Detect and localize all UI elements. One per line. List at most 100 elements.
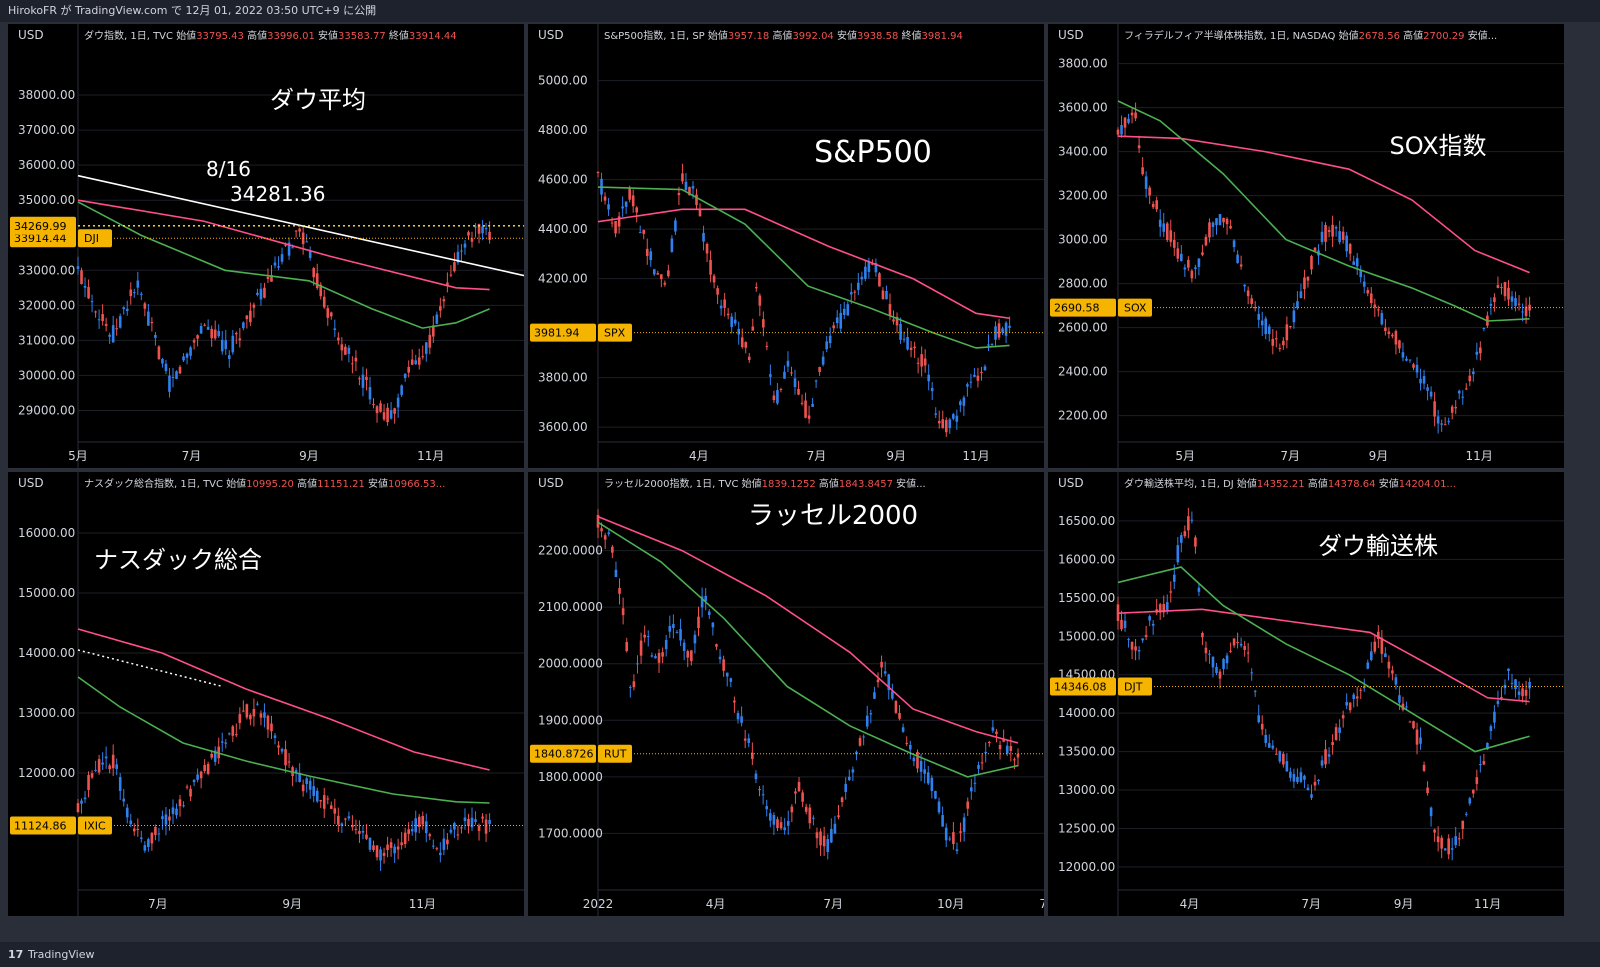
candle-body [1359,689,1363,691]
tradingview-logo-icon[interactable]: 17 [8,948,24,961]
candle-body [1493,297,1496,302]
candle-body [1429,807,1433,817]
candle-body [625,642,629,652]
candle-body [474,819,477,822]
candle-body [164,363,168,372]
candle-body [898,712,901,719]
candle-body [987,741,991,744]
candle-body [674,220,677,232]
candle-body [1151,203,1155,208]
candle-body [1327,230,1331,233]
candle-body [667,270,670,277]
candle-body [677,193,681,196]
candle-body [1369,293,1373,304]
candle-body [372,403,375,405]
candle-body [329,312,333,317]
candle-body [811,403,814,407]
candle-body [1503,684,1507,689]
candle-body [277,266,280,268]
candle-body [1229,650,1232,652]
candle-body [1246,290,1250,297]
candle-body [871,263,874,265]
candle-body [1327,754,1331,757]
candle-body [1454,407,1458,409]
candle-body [876,679,880,683]
candle-body [1405,706,1408,708]
candle-body [1127,639,1130,641]
ohlc-info: ダウ輸送株平均, 1日, DJ 始値14352.21 高値14378.64 安値… [1124,477,1456,490]
candle-body [1306,787,1310,791]
candle-body [1257,715,1261,723]
candle-body [125,807,129,818]
candle-body [804,400,807,418]
candle-body [340,344,344,351]
ma-short-line [597,186,1010,349]
candle-body [488,231,491,240]
candle-body [76,266,80,269]
candle-body [873,692,876,699]
candle-body [901,727,905,732]
candle-body [618,587,621,594]
candle-body [481,816,484,819]
price-tag-value: 14346.08 [1054,681,1107,694]
candle-body [1464,813,1468,815]
candle-body [1391,670,1394,674]
candle-body [291,247,294,249]
candle-body [807,415,811,419]
candle-body [407,829,410,834]
candle-body [358,378,361,380]
candle-body [867,261,871,272]
candle-body [375,406,379,414]
ma-short-line [597,521,1019,778]
candle-body [937,420,941,424]
candle-body [711,622,715,628]
candle-body [835,317,839,324]
candle-body [828,335,832,344]
candle-body [287,761,291,763]
candle-body [298,228,301,232]
candle-body [1514,679,1517,689]
candle-body [800,402,804,404]
candle-body [765,806,769,810]
candle-body [636,663,639,665]
candle-body [902,338,906,340]
candle-body [361,830,365,833]
candle-body [1250,298,1253,304]
candle-body [1257,313,1261,320]
candle-body [621,608,625,616]
chart-annotation: ラッセル2000 [748,501,918,531]
y-tick-label: 15000.00 [1058,629,1115,643]
candle-body [913,346,916,349]
candle-body [631,195,635,207]
chart-annotation: ナスダック総合 [94,546,262,574]
candle-body [1461,820,1465,829]
candle-body [375,845,379,858]
candle-body [308,780,312,790]
footer-brand[interactable]: TradingView [28,948,95,961]
candle-body [393,846,396,854]
candle-body [751,752,754,759]
candle-body [1496,700,1500,705]
unit-label: USD [1058,476,1084,490]
candle-body [596,171,600,173]
candle-body [1419,737,1422,744]
candle-body [952,832,955,845]
note-date: 8/16 [206,157,251,181]
candle-body [305,778,308,785]
candle-body [765,346,769,348]
candle-body [365,834,368,839]
candle-body [1324,225,1327,242]
candle-body [1267,326,1271,335]
candle-body [1194,267,1197,269]
candle-body [668,625,672,632]
ohlc-info: ダウ指数, 1日, TVC 始値33795.43 高値33996.01 安値33… [84,29,457,42]
candle-body [270,275,273,282]
candle-body [315,273,319,289]
chart-panel-spx: USD S&P500指数, 1日, SP 始値3957.18 高値3992.04 … [528,24,1044,468]
candle-body [1194,537,1197,547]
candle-body [769,813,772,821]
candle-body [1134,646,1137,651]
candle-body [603,196,607,201]
candle-body [984,751,987,754]
candles [596,509,1020,860]
